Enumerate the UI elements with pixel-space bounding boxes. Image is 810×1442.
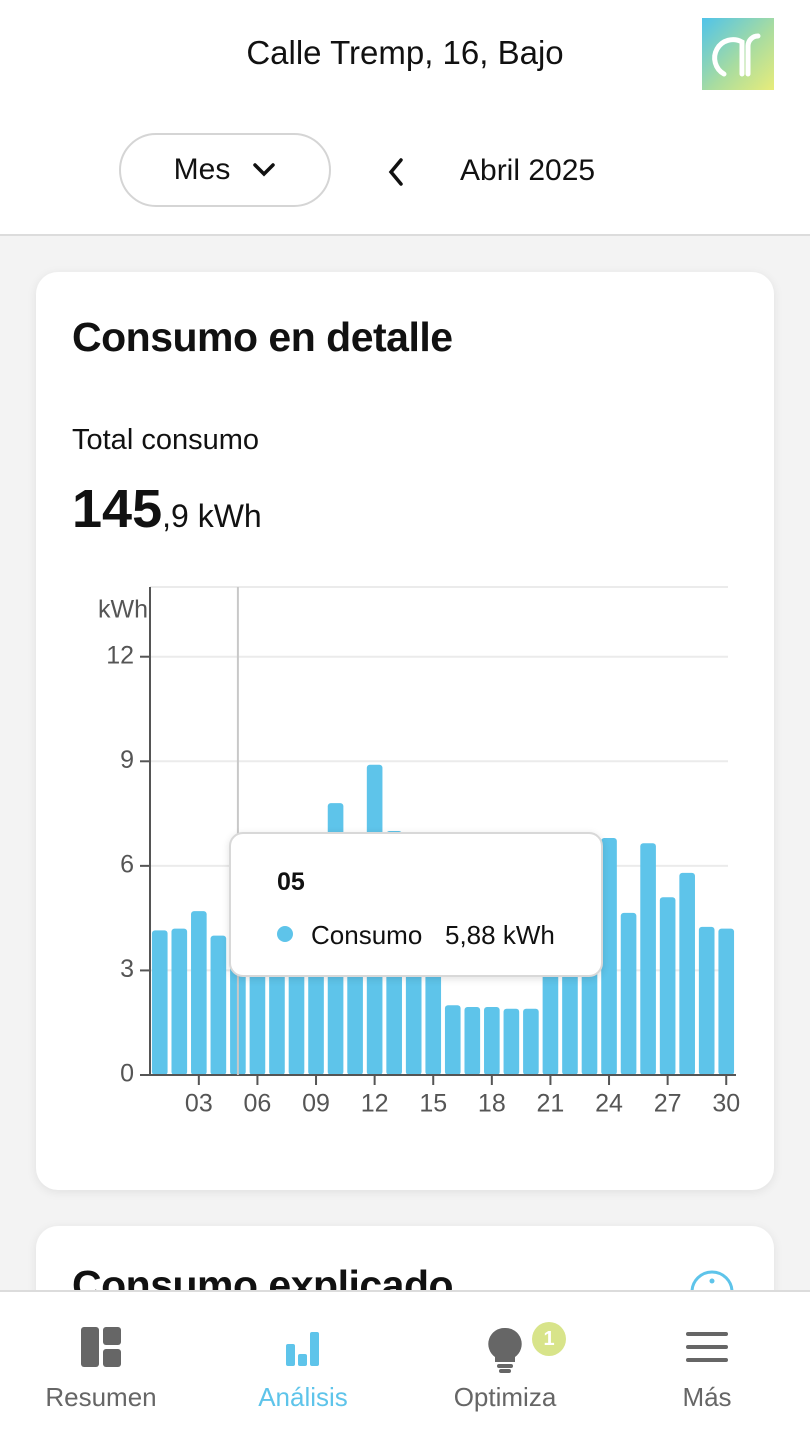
- bar: [718, 928, 735, 1075]
- x-tick-label: 03: [185, 1090, 213, 1118]
- total-rest: ,9 kWh: [162, 498, 262, 534]
- nav-icon: [686, 1332, 728, 1362]
- bar: [484, 1007, 500, 1075]
- info-icon[interactable]: [688, 1268, 736, 1290]
- x-tick-label: 27: [654, 1090, 682, 1118]
- badge: 1: [532, 1322, 566, 1356]
- tooltip-dot: [277, 926, 293, 942]
- bar: [640, 843, 656, 1075]
- x-tick-label: 12: [361, 1090, 389, 1118]
- bar: [171, 928, 188, 1075]
- header: Calle Tremp, 16, Bajo Mes Abril 2025: [0, 0, 810, 236]
- y-tick-label: 9: [120, 746, 134, 774]
- date-label: Abril 2025: [460, 154, 596, 187]
- total-label: Total consumo: [72, 424, 259, 456]
- x-tick-label: 15: [419, 1090, 447, 1118]
- nav-analisis[interactable]: Análisis: [202, 1292, 404, 1442]
- tooltip: 05 Consumo 5,88 kWh: [229, 832, 603, 977]
- chevron-down: [253, 163, 276, 177]
- nav-label: Más: [682, 1382, 732, 1412]
- bar: [523, 1008, 539, 1075]
- x-tick-label: 30: [712, 1090, 740, 1118]
- x-tick-label: 24: [595, 1090, 623, 1118]
- bar: [679, 872, 695, 1075]
- nav-optimiza[interactable]: 1 Optimiza: [404, 1292, 606, 1442]
- bar: [191, 911, 207, 1075]
- bar: [601, 837, 617, 1075]
- tooltip-title: 05: [277, 868, 305, 896]
- period-selector[interactable]: Mes: [119, 133, 331, 207]
- card-title: Consumo en detalle: [72, 314, 453, 360]
- bar: [151, 930, 168, 1075]
- period-label: Mes: [173, 153, 231, 186]
- nav-label: Resumen: [45, 1382, 157, 1412]
- y-tick-label: 0: [120, 1060, 134, 1088]
- tooltip-value: 5,88 kWh: [445, 920, 555, 950]
- total: 145,9 kWh: [72, 478, 262, 540]
- bar: [698, 926, 715, 1075]
- logo-mark: [712, 33, 761, 77]
- tooltip-series: Consumo: [311, 920, 423, 950]
- bar: [659, 897, 676, 1075]
- nav-mas[interactable]: Más: [606, 1292, 808, 1442]
- x-tick-label: 09: [302, 1090, 330, 1118]
- y-unit: kWh: [98, 596, 148, 624]
- x-tick-label: 06: [244, 1090, 272, 1118]
- y-tick-label: 3: [120, 955, 134, 983]
- address: Calle Tremp, 16, Bajo: [246, 34, 564, 71]
- prev-button[interactable]: [384, 156, 408, 188]
- bottom-nav: Resumen Análisis 1 Optimiza Más: [0, 1290, 810, 1442]
- nav-resumen[interactable]: Resumen: [0, 1292, 202, 1442]
- bar: [444, 1005, 461, 1075]
- y-tick-label: 6: [120, 850, 134, 878]
- bar: [620, 912, 637, 1075]
- nav-label: Análisis: [258, 1382, 348, 1412]
- x-tick-label: 18: [478, 1090, 506, 1118]
- x-tick-label: 21: [537, 1090, 565, 1118]
- total-integer: 145: [72, 479, 163, 539]
- nav-icon: [488, 1327, 522, 1373]
- y-tick-label: 12: [106, 641, 134, 669]
- nav-label: Optimiza: [453, 1382, 557, 1412]
- logo[interactable]: [702, 18, 774, 90]
- bar: [503, 1008, 520, 1075]
- nav-icon: [286, 1332, 319, 1366]
- bar: [210, 935, 227, 1075]
- bar: [464, 1007, 481, 1075]
- nav-icon: [81, 1327, 121, 1367]
